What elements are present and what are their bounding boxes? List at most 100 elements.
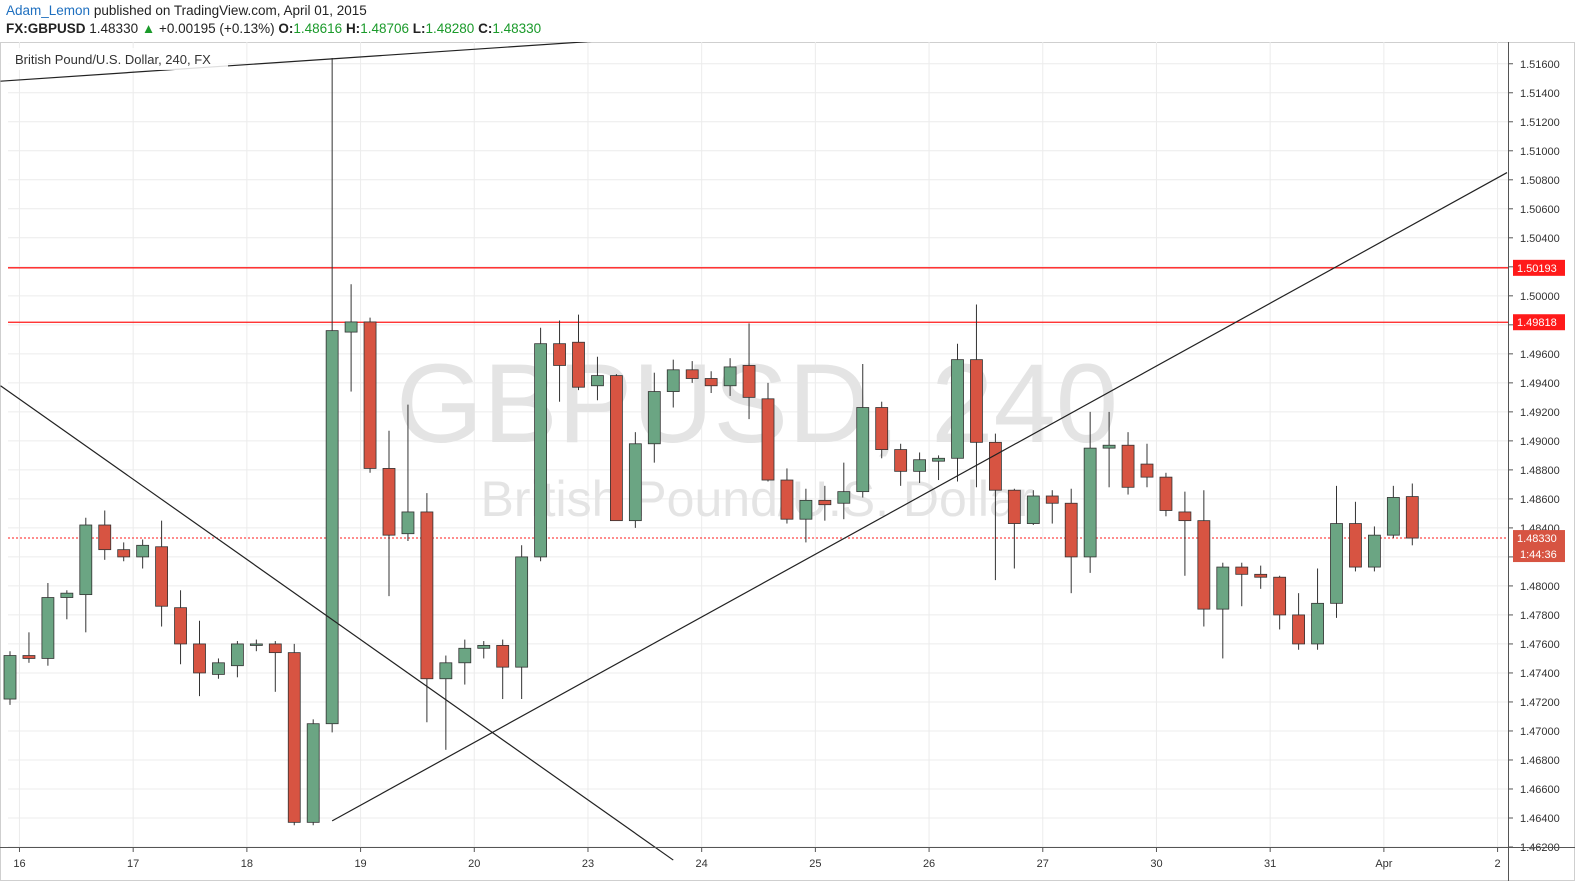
trendline	[331, 172, 1508, 822]
candle	[780, 468, 794, 524]
level-price-tag	[1513, 314, 1565, 331]
candle-body-down	[1045, 495, 1059, 504]
candle-body-up	[41, 597, 55, 659]
candle	[723, 358, 737, 396]
candle-body-up	[1386, 497, 1400, 536]
candle	[818, 485, 832, 521]
high-label: H:	[345, 21, 361, 36]
candle	[420, 493, 434, 723]
candle-body-up	[136, 544, 150, 558]
price-axis[interactable]: 1.51600 1.51400 1.51200 1.51000 1.50800 1.506…	[1508, 42, 1565, 881]
candle	[1330, 485, 1343, 618]
candle	[1083, 411, 1097, 573]
candle-body-down	[761, 398, 775, 481]
candle	[647, 372, 661, 463]
price-tick-label: 1.51000	[1520, 146, 1560, 158]
candle	[174, 590, 187, 665]
candle	[1102, 411, 1116, 488]
candle	[856, 364, 870, 498]
candle	[572, 314, 585, 391]
candle-body-up	[1311, 602, 1324, 645]
candle-body-up	[477, 644, 491, 649]
candle	[1121, 432, 1135, 495]
candle-body-down	[818, 499, 832, 506]
candle-body-down	[268, 643, 282, 654]
candle	[1368, 526, 1381, 572]
candle	[268, 641, 282, 692]
series-legend: British Pound/U.S. Dollar, 240, FX	[15, 52, 211, 67]
candle	[287, 643, 301, 826]
candle-body-down	[117, 549, 131, 558]
last-price: 1.48330	[89, 21, 139, 36]
time-tick-label: 23	[582, 858, 594, 870]
candle-body-up	[306, 723, 320, 823]
candle-body-up	[1026, 495, 1040, 524]
low-value: 1.48280	[425, 21, 475, 36]
candle	[1140, 443, 1154, 488]
candle	[136, 539, 150, 569]
high-value: 1.48706	[360, 21, 409, 36]
symbol-name: FX:GBPUSD	[6, 21, 86, 36]
time-tick-label: 30	[1150, 858, 1162, 870]
price-tick-label: 1.50800	[1520, 175, 1560, 187]
candle-body-up	[1083, 447, 1097, 558]
price-tick-label: 1.47800	[1520, 610, 1560, 622]
candle-body-down	[1273, 576, 1287, 616]
author-link[interactable]: Adam_Lemon	[6, 3, 91, 18]
candle	[1235, 562, 1249, 607]
candle	[1007, 488, 1021, 569]
candle	[117, 542, 131, 562]
candle-body-down	[1292, 614, 1305, 645]
candle-body-up	[647, 391, 661, 445]
candle	[1064, 488, 1078, 594]
candle-body-up	[913, 459, 926, 472]
candle-body-up	[230, 643, 244, 667]
candle-body-down	[363, 321, 377, 469]
last-price-label: 1.48330	[1517, 533, 1557, 545]
time-tick-label: 25	[809, 858, 821, 870]
low-label: L:	[412, 21, 426, 36]
price-tick-label: 1.46800	[1520, 755, 1560, 767]
price-tick-label: 1.47000	[1520, 726, 1560, 738]
candle	[401, 404, 415, 541]
candle-body-up	[79, 524, 93, 596]
price-tick-label: 1.50000	[1520, 291, 1560, 303]
price-change: +0.00195 (+0.13%)	[159, 21, 275, 36]
price-tick-label: 1.49400	[1520, 378, 1560, 390]
candle	[344, 284, 358, 392]
candle	[1026, 490, 1040, 525]
candle	[666, 359, 680, 408]
price-chart[interactable]: GBPUSD, 240 British Pound/U.S. Dollar Br…	[0, 42, 1575, 881]
time-tick-label: Apr	[1375, 858, 1392, 870]
candle-body-up	[249, 643, 263, 646]
price-tick-label: 1.47400	[1520, 668, 1560, 680]
candle	[458, 639, 472, 685]
candle-body-up	[666, 369, 680, 392]
candle	[230, 641, 244, 678]
level-price-tag	[1513, 259, 1565, 276]
candle	[1045, 490, 1059, 524]
candle	[363, 317, 377, 473]
candle-body-down	[875, 407, 889, 450]
time-tick-label: 18	[241, 858, 253, 870]
candle-body-down	[174, 607, 187, 645]
trendline	[0, 385, 674, 861]
price-tick-label: 1.48600	[1520, 494, 1560, 506]
candle-body-down	[780, 479, 794, 520]
candle-body-up	[325, 330, 339, 725]
candle	[306, 719, 320, 826]
candle-body-down	[894, 449, 908, 472]
horizontal-levels	[8, 267, 1508, 539]
open-value: 1.48616	[293, 21, 343, 36]
candle-body-down	[1007, 489, 1021, 524]
candle	[98, 510, 112, 560]
candle	[591, 356, 604, 401]
price-tick-label: 1.46400	[1520, 813, 1560, 825]
candle	[1405, 483, 1419, 546]
candle-body-down	[1405, 496, 1419, 539]
candle	[382, 430, 396, 597]
level-price-label: 1.49818	[1517, 317, 1557, 329]
time-tick-label: 31	[1264, 858, 1276, 870]
price-tick-label: 1.48800	[1520, 465, 1560, 477]
time-axis[interactable]: 16 17 18 19 20 23 24 25 26 27 30 31 Apr 2	[0, 847, 1575, 870]
